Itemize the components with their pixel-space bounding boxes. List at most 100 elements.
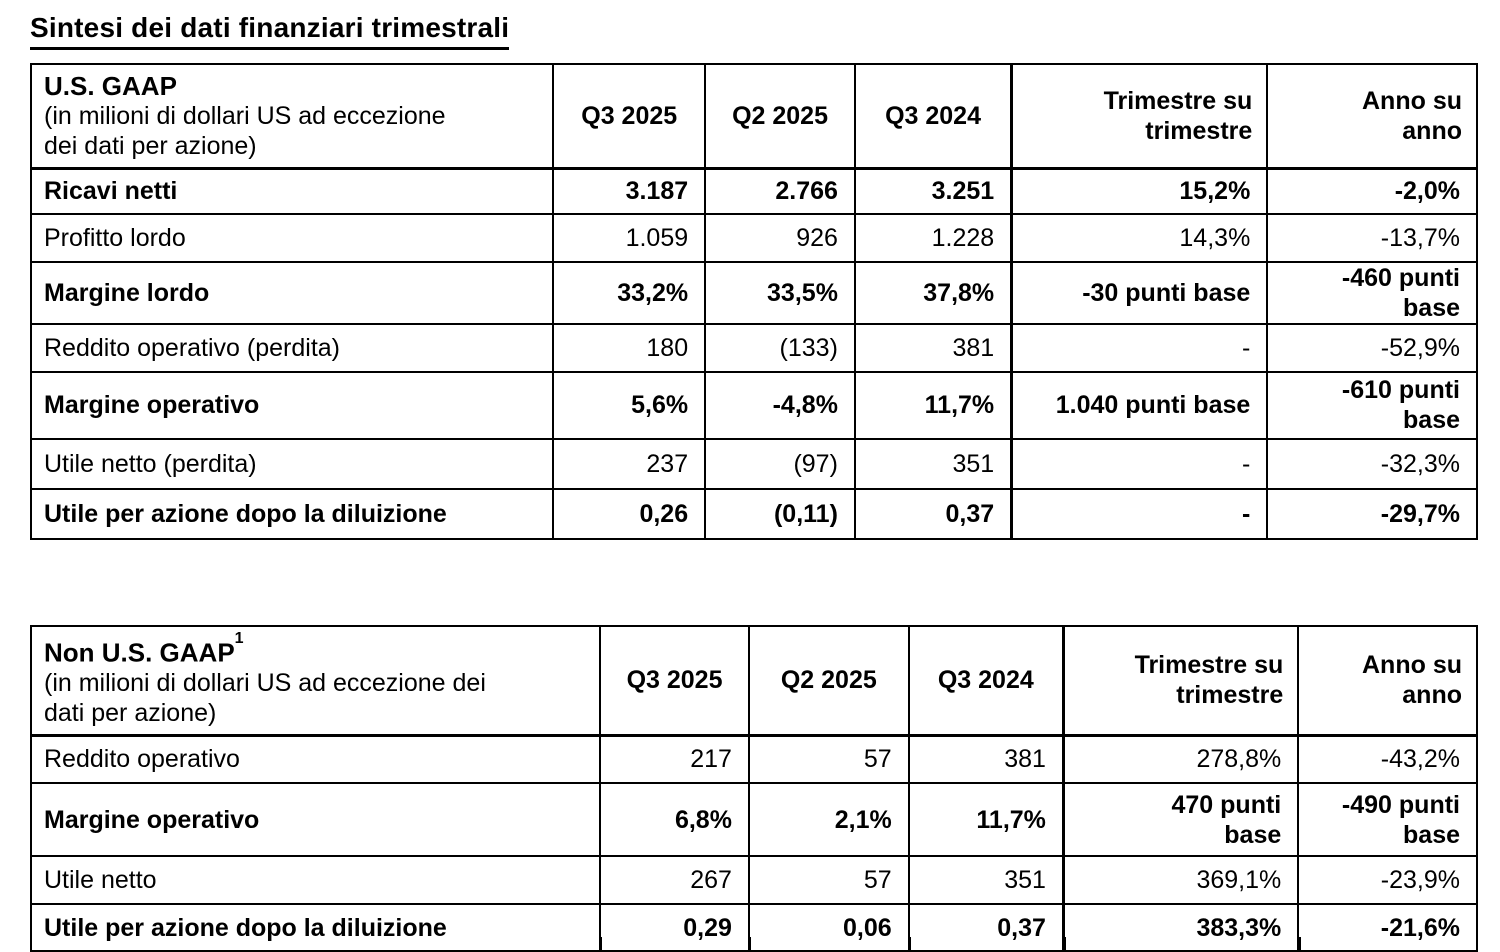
cell-value: 2.766: [704, 167, 856, 215]
cell-value: 33,2%: [552, 260, 707, 325]
row-label: Utile per azione dopo la diluizione: [29, 903, 602, 952]
table-row: Reddito operativo (perdita) 180 (133) 38…: [29, 322, 1478, 373]
table-subtitle: (in milioni di dollari US ad eccezione d…: [44, 668, 486, 727]
table-header-row: Non U.S. GAAP1 (in milioni di dollari US…: [29, 624, 1478, 737]
cell-value: -: [1010, 437, 1269, 490]
table-header-label: Non U.S. GAAP1 (in milioni di dollari US…: [29, 624, 602, 737]
cell-value: (133): [704, 322, 856, 373]
row-label: Ricavi netti: [29, 167, 555, 215]
cell-value: -610 punti base: [1266, 370, 1478, 440]
column-border-stub: [599, 937, 602, 950]
column-header-q3-2025: Q3 2025: [552, 63, 707, 170]
row-label: Margine operativo: [29, 782, 602, 858]
row-label: Utile netto: [29, 855, 602, 906]
column-header-qoq: Trimestre su trimestre: [1010, 63, 1269, 170]
cell-value: (97): [704, 437, 856, 490]
cell-value: 0,29: [599, 903, 750, 952]
cell-value: 1.040 punti base: [1010, 370, 1269, 440]
column-border-stub: [748, 937, 751, 950]
row-label: Utile netto (perdita): [29, 437, 555, 490]
cell-value: 0,37: [907, 903, 1065, 952]
cell-value: -30 punti base: [1010, 260, 1269, 325]
page-title: Sintesi dei dati finanziari trimestrali: [30, 12, 510, 50]
cell-value: 470 punti base: [1061, 782, 1300, 858]
cell-value: 267: [599, 855, 750, 906]
footnote-superscript: 1: [234, 630, 244, 647]
cell-value: 0,26: [552, 487, 707, 540]
cell-value: 57: [747, 855, 910, 906]
table-row: Utile per azione dopo la diluizione 0,26…: [29, 487, 1478, 540]
cell-value: -32,3%: [1266, 437, 1478, 490]
cell-value: -490 punti base: [1297, 782, 1478, 858]
cell-value: -4,8%: [704, 370, 856, 440]
table-header-label: U.S. GAAP (in milioni di dollari US ad e…: [29, 63, 555, 170]
cell-value: 11,7%: [853, 370, 1013, 440]
cell-value: -460 punti base: [1266, 260, 1478, 325]
cell-value: 0,06: [747, 903, 910, 952]
table-row: Margine operativo 6,8% 2,1% 11,7% 470 pu…: [29, 782, 1478, 858]
column-header-qoq: Trimestre su trimestre: [1061, 624, 1300, 737]
table-row: Utile netto 267 57 351 369,1% -23,9%: [29, 855, 1478, 906]
cell-value: 1.228: [853, 212, 1013, 263]
column-border-stub: [1064, 937, 1067, 950]
row-label: Margine lordo: [29, 260, 555, 325]
cell-value: 383,3%: [1061, 903, 1300, 952]
cell-value: 15,2%: [1010, 167, 1269, 215]
column-header-yoy: Anno su anno: [1266, 63, 1478, 170]
cell-value: 351: [853, 437, 1013, 490]
cell-value: 57: [747, 734, 910, 785]
column-header-q2-2025: Q2 2025: [704, 63, 856, 170]
cell-value: 3.187: [552, 167, 707, 215]
cell-value: -2,0%: [1266, 167, 1478, 215]
non-us-gaap-table: Non U.S. GAAP1 (in milioni di dollari US…: [29, 624, 1478, 952]
row-label: Margine operativo: [29, 370, 555, 440]
row-label: Reddito operativo: [29, 734, 602, 785]
cell-value: -23,9%: [1297, 855, 1478, 906]
cell-value: 217: [599, 734, 750, 785]
table-row: Ricavi netti 3.187 2.766 3.251 15,2% -2,…: [29, 167, 1478, 215]
column-header-q2-2025: Q2 2025: [747, 624, 910, 737]
cell-value: 926: [704, 212, 856, 263]
cell-value: (0,11): [704, 487, 856, 540]
cell-value: 14,3%: [1010, 212, 1269, 263]
cell-value: 11,7%: [907, 782, 1065, 858]
cell-value: 369,1%: [1061, 855, 1300, 906]
row-label: Profitto lordo: [29, 212, 555, 263]
table-row: Profitto lordo 1.059 926 1.228 14,3% -13…: [29, 212, 1478, 263]
cell-value: -43,2%: [1297, 734, 1478, 785]
column-border-stub: [30, 937, 32, 950]
cell-value: -29,7%: [1266, 487, 1478, 540]
table-title: Non U.S. GAAP1: [44, 630, 591, 668]
cell-value: 3.251: [853, 167, 1013, 215]
column-header-q3-2025: Q3 2025: [599, 624, 750, 737]
column-border-stub: [908, 937, 911, 950]
column-header-yoy: Anno su anno: [1297, 624, 1478, 737]
table-subtitle: (in milioni di dollari US ad eccezione d…: [44, 102, 446, 160]
cell-value: 1.059: [552, 212, 707, 263]
row-label: Utile per azione dopo la diluizione: [29, 487, 555, 540]
table-row: Margine operativo 5,6% -4,8% 11,7% 1.040…: [29, 370, 1478, 440]
row-label: Reddito operativo (perdita): [29, 322, 555, 373]
cell-value: 33,5%: [704, 260, 856, 325]
us-gaap-table: U.S. GAAP (in milioni di dollari US ad e…: [29, 63, 1478, 540]
column-header-q3-2024: Q3 2024: [907, 624, 1065, 737]
cell-value: 37,8%: [853, 260, 1013, 325]
cell-value: -13,7%: [1266, 212, 1478, 263]
cell-value: 6,8%: [599, 782, 750, 858]
table-row: Utile per azione dopo la diluizione 0,29…: [29, 903, 1478, 952]
cell-value: -52,9%: [1266, 322, 1478, 373]
table-title: U.S. GAAP: [44, 71, 177, 101]
cell-value: 0,37: [853, 487, 1013, 540]
cell-value: -: [1010, 322, 1269, 373]
cell-value: -21,6%: [1297, 903, 1478, 952]
column-border-stub: [1299, 937, 1302, 950]
table-cutoff-stub: [30, 937, 1478, 950]
cell-value: 381: [907, 734, 1065, 785]
table-row: Utile netto (perdita) 237 (97) 351 - -32…: [29, 437, 1478, 490]
cell-value: 351: [907, 855, 1065, 906]
table-title-text: Non U.S. GAAP: [44, 637, 235, 668]
cell-value: 237: [552, 437, 707, 490]
cell-value: 5,6%: [552, 370, 707, 440]
table-row: Margine lordo 33,2% 33,5% 37,8% -30 punt…: [29, 260, 1478, 325]
